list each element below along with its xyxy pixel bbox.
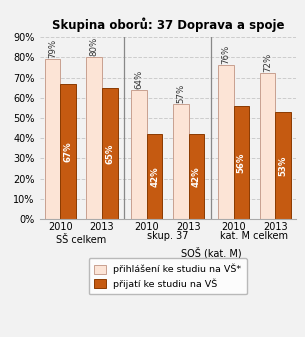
Bar: [86, 57, 102, 219]
Title: Skupina oborů: 37 Doprava a spoje: Skupina oborů: 37 Doprava a spoje: [52, 17, 284, 32]
Legend: přihlášení ke studiu na VŠ*, přijatí ke studiu na VŠ: přihlášení ke studiu na VŠ*, přijatí ke …: [88, 258, 247, 295]
Text: 65%: 65%: [105, 143, 114, 163]
Text: 56%: 56%: [237, 152, 246, 173]
Text: 67%: 67%: [63, 141, 72, 162]
Bar: [189, 134, 204, 219]
Bar: [45, 59, 60, 219]
Bar: [60, 84, 76, 219]
Text: SOŠ (kat. M): SOŠ (kat. M): [181, 247, 242, 259]
Bar: [234, 106, 249, 219]
Text: 72%: 72%: [263, 53, 272, 72]
Bar: [218, 65, 234, 219]
Text: 79%: 79%: [48, 39, 57, 58]
Text: 76%: 76%: [221, 45, 230, 64]
Bar: [275, 112, 291, 219]
Text: 42%: 42%: [192, 166, 201, 187]
Bar: [147, 134, 162, 219]
Text: 57%: 57%: [176, 84, 185, 103]
Text: 80%: 80%: [90, 37, 99, 56]
Text: SŠ celkem: SŠ celkem: [56, 235, 106, 245]
Bar: [173, 104, 189, 219]
Bar: [260, 73, 275, 219]
Text: 64%: 64%: [135, 69, 144, 89]
Bar: [102, 88, 118, 219]
Bar: [131, 90, 147, 219]
Text: kat. M celkem: kat. M celkem: [221, 231, 289, 241]
Text: skup. 37: skup. 37: [147, 231, 188, 241]
Text: 53%: 53%: [279, 155, 288, 176]
Text: 42%: 42%: [150, 166, 159, 187]
